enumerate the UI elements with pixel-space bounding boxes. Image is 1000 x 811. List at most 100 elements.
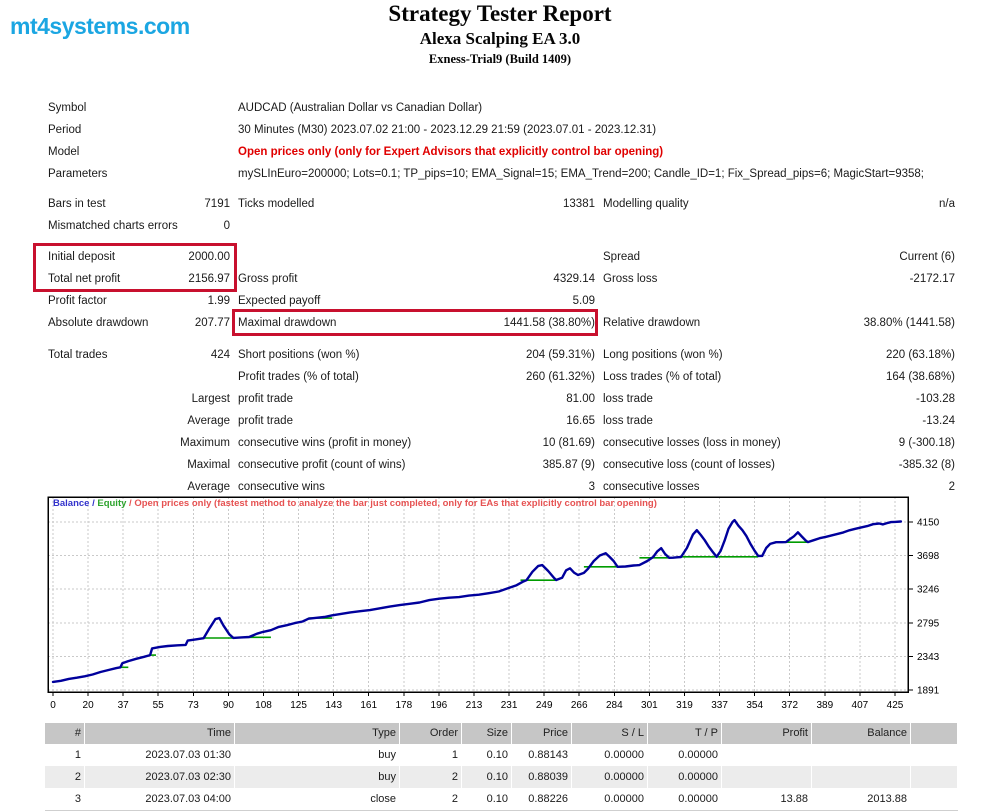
stat-value: 204 (59.31%) (525, 349, 595, 361)
stat-label: Long positions (won %) (603, 349, 723, 361)
trade-cell: 3 (45, 788, 85, 810)
stat-label: Profit factor (48, 295, 107, 307)
stat-label: consecutive wins (238, 481, 325, 493)
summary-row: Total trades 424 Short positions (won %) 20… (48, 344, 955, 366)
stat-label: Model (48, 146, 80, 158)
x-tick-label: 266 (571, 700, 588, 711)
stat-value: -103.28 (915, 393, 955, 405)
trade-cell: 0.88039 (512, 766, 572, 788)
trade-cell: 1 (400, 744, 462, 766)
y-tick-label: 4150 (917, 518, 940, 529)
x-tick-label: 249 (536, 700, 553, 711)
stat-value: 9 (-300.18) (898, 437, 955, 449)
x-tick-label: 425 (887, 700, 904, 711)
stat-label: Gross loss (603, 273, 658, 285)
stat-label: consecutive losses (603, 481, 700, 493)
stat-label: Total trades (48, 349, 108, 361)
mt4systems-logo[interactable]: mt4systems.com (10, 13, 190, 39)
summary-row: Initial deposit 2000.00 Spread Current (6) (48, 246, 955, 268)
report-header: Strategy Tester Report Alexa Scalping EA… (0, 0, 1000, 67)
trade-cell: 0.00000 (572, 744, 648, 766)
y-tick-label: 2795 (917, 618, 940, 629)
stat-label: loss trade (603, 393, 653, 405)
column-header: Size (462, 723, 512, 744)
trade-cell: 0.88143 (512, 744, 572, 766)
trade-cell: 1 (45, 744, 85, 766)
x-tick-label: 20 (83, 700, 95, 711)
summary-row: Profit trades (% of total) 260 (61.32%) Lo… (48, 366, 955, 388)
y-tick-label: 1891 (917, 686, 940, 697)
stat-value: 3 (588, 481, 595, 493)
x-tick-label: 407 (852, 700, 869, 711)
x-tick-label: 372 (781, 700, 798, 711)
trade-cell (812, 744, 911, 766)
stat-label: Expected payoff (238, 295, 321, 307)
ea-name: Alexa Scalping EA 3.0 (419, 29, 581, 48)
x-tick-label: 55 (153, 700, 165, 711)
stat-value: n/a (939, 198, 955, 210)
x-tick-label: 337 (711, 700, 728, 711)
y-tick-label: 3246 (917, 585, 940, 596)
summary-table: Symbol AUDCAD (Australian Dollar vs Canad… (48, 97, 955, 498)
column-header: Price (512, 723, 572, 744)
stat-label: Parameters (48, 168, 108, 180)
column-header: Time (85, 723, 235, 744)
trade-cell: 13.88 (722, 788, 812, 810)
trade-cell: 2023.07.03 04:00 (85, 788, 235, 810)
trade-cell: 2 (400, 788, 462, 810)
stat-label: profit trade (238, 393, 293, 405)
stat-label: Profit trades (% of total) (238, 371, 359, 383)
balance-chart-plot: 1891 2343 2795 3246 3698 4150 0 20 37 55 73 90 108 12… (47, 496, 940, 711)
summary-row: Model Open prices only (only for Expert A… (48, 141, 955, 163)
stat-label: Gross profit (238, 273, 298, 285)
stat-value: 13381 (563, 198, 595, 210)
summary-row: Maximum consecutive wins (profit in money… (48, 432, 955, 454)
trade-cell (911, 788, 958, 810)
trade-cell: 0.00000 (648, 788, 722, 810)
x-tick-label: 37 (118, 700, 130, 711)
summary-row: Average profit trade 16.65 loss trade -13.24 (48, 410, 955, 432)
column-header: Profit (722, 723, 812, 744)
column-header (911, 723, 958, 744)
trade-row: 2 2023.07.03 02:30 buy 2 0.10 0.88039 0.00000 0… (45, 766, 958, 788)
stat-value: -13.24 (922, 415, 955, 427)
stat-label: Maximal (187, 459, 230, 471)
trade-cell: 2 (400, 766, 462, 788)
stat-value: 7191 (204, 198, 230, 210)
summary-row: Profit factor 1.99 Expected payoff 5.09 (48, 290, 955, 312)
summary-row: Absolute drawdown 207.77 Maximal drawdown 1… (48, 312, 955, 334)
stat-value: 2156.97 (188, 273, 230, 285)
stat-value: 2000.00 (188, 251, 230, 263)
stat-wide-value: Open prices only (only for Expert Adviso… (238, 146, 664, 158)
column-header: T / P (648, 723, 722, 744)
x-tick-label: 354 (746, 700, 763, 711)
trade-cell: 2023.07.03 02:30 (85, 766, 235, 788)
summary-row: Total net profit 2156.97 Gross profit 4329.… (48, 268, 955, 290)
column-header: Balance (812, 723, 911, 744)
stat-label: Symbol (48, 102, 87, 114)
stat-value: 220 (63.18%) (885, 349, 955, 361)
stat-label: Maximum (180, 437, 230, 449)
x-tick-label: 125 (290, 700, 307, 711)
stat-value: 38.80% (1441.58) (863, 317, 955, 329)
trade-cell: 2023.07.03 01:30 (85, 744, 235, 766)
x-tick-label: 319 (676, 700, 693, 711)
stat-value: 0 (223, 220, 230, 232)
stat-value: 2 (948, 481, 955, 493)
stat-label: Absolute drawdown (48, 317, 149, 329)
trade-cell (812, 766, 911, 788)
trade-cell: buy (235, 766, 400, 788)
summary-row: Bars in test 7191 Ticks modelled 13381 Model… (48, 193, 955, 215)
stat-wide-value: AUDCAD (Australian Dollar vs Canadian Do… (238, 102, 483, 114)
stat-label: Average (187, 415, 230, 427)
stat-value: 16.65 (566, 415, 595, 427)
stat-label: Initial deposit (48, 251, 116, 263)
stat-value: 1.99 (207, 295, 230, 307)
plot-border (47, 496, 909, 693)
x-tick-label: 196 (431, 700, 448, 711)
trade-cell: 0.10 (462, 788, 512, 810)
stat-label: consecutive losses (loss in money) (603, 437, 781, 449)
highlight-box-maximal-drawdown (232, 309, 598, 336)
